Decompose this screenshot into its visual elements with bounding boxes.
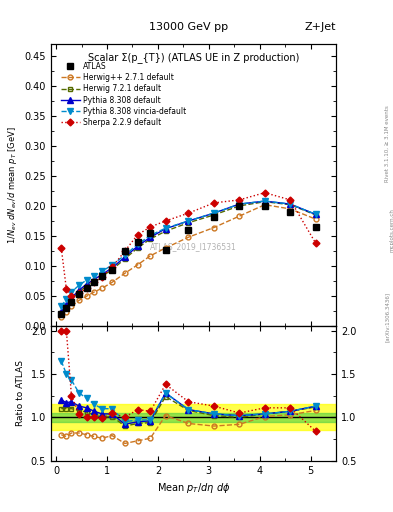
Text: Z+Jet: Z+Jet bbox=[305, 22, 336, 32]
Y-axis label: Ratio to ATLAS: Ratio to ATLAS bbox=[16, 360, 25, 426]
Text: Rivet 3.1.10, ≥ 3.1M events: Rivet 3.1.10, ≥ 3.1M events bbox=[385, 105, 389, 182]
Y-axis label: $1/N_{ev}\ dN_{ev}/d\ \mathrm{mean}\ p_T\ [\mathrm{GeV}]$: $1/N_{ev}\ dN_{ev}/d\ \mathrm{mean}\ p_T… bbox=[6, 126, 19, 244]
Text: 13000 GeV pp: 13000 GeV pp bbox=[149, 22, 228, 32]
Bar bbox=[51, 404, 336, 431]
Text: ATLAS_2019_I1736531: ATLAS_2019_I1736531 bbox=[150, 243, 237, 251]
Bar bbox=[51, 413, 336, 422]
Text: [arXiv:1306.3436]: [arXiv:1306.3436] bbox=[385, 292, 389, 343]
Text: mcplots.cern.ch: mcplots.cern.ch bbox=[390, 208, 393, 252]
Legend: ATLAS, Herwig++ 2.7.1 default, Herwig 7.2.1 default, Pythia 8.308 default, Pythi: ATLAS, Herwig++ 2.7.1 default, Herwig 7.… bbox=[58, 59, 189, 130]
Text: Scalar Σ(p_{T}) (ATLAS UE in Z production): Scalar Σ(p_{T}) (ATLAS UE in Z productio… bbox=[88, 52, 299, 63]
X-axis label: Mean $p_T/d\eta\ d\phi$: Mean $p_T/d\eta\ d\phi$ bbox=[157, 481, 230, 495]
